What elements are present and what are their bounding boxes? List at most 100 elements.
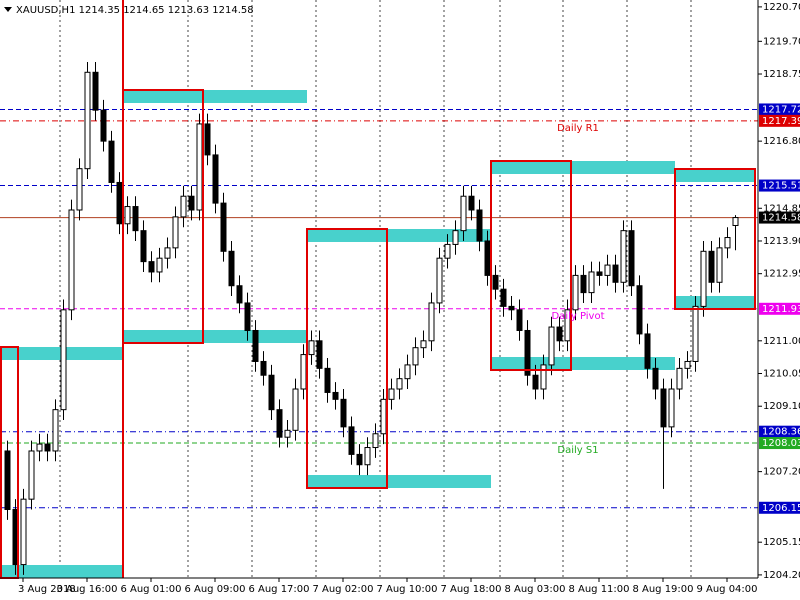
open-value: 1214.35 <box>79 5 120 16</box>
candle-body <box>220 202 227 252</box>
candle-body <box>604 264 611 276</box>
zone <box>0 565 122 578</box>
candle-body <box>172 216 179 249</box>
candle-body <box>676 367 683 390</box>
zone <box>123 330 307 343</box>
candle-body <box>436 257 443 304</box>
candle-body <box>476 209 483 242</box>
candle-body <box>20 498 27 566</box>
candle-body <box>284 429 291 438</box>
candle-body <box>188 195 195 211</box>
candle-body <box>644 333 651 369</box>
candle-body <box>276 409 283 438</box>
candle-body <box>180 195 187 218</box>
candle-body <box>508 305 515 311</box>
menu-arrow[interactable] <box>4 7 12 12</box>
level-label: 1214.58 <box>762 213 800 224</box>
box <box>490 160 572 371</box>
candle-body <box>700 250 707 307</box>
y-tick-label: 1204.20 <box>763 570 800 581</box>
x-tick-label: 6 Aug 17:00 <box>248 584 309 595</box>
candle-body <box>516 309 523 331</box>
y-tick-label: 1213.90 <box>763 236 800 247</box>
candle-body <box>204 123 211 156</box>
candle-body <box>588 271 595 294</box>
candle-body <box>540 364 547 390</box>
level-label: 1208.36 <box>762 427 800 438</box>
candle-body <box>380 398 387 435</box>
level-label: 1208.03 <box>762 438 800 449</box>
y-tick-label: 1214.85 <box>763 203 800 214</box>
box <box>674 168 756 310</box>
candle-body <box>108 140 115 183</box>
candle-body <box>324 367 331 393</box>
candle-body <box>236 285 243 304</box>
candle-body <box>556 326 563 342</box>
level-label: 1217.39 <box>762 116 800 127</box>
x-tick-label: 3 Aug 2018 <box>18 584 76 595</box>
boxes <box>0 0 756 579</box>
candle-body <box>636 285 643 335</box>
candle-body <box>348 426 355 455</box>
annotation: Daily R1 <box>557 123 599 134</box>
x-tick-label: 8 Aug 03:00 <box>504 584 565 595</box>
close-value: 1214.58 <box>212 5 253 16</box>
x-tick-label: 7 Aug 10:00 <box>376 584 437 595</box>
candle-body <box>596 271 603 276</box>
candle-body <box>372 433 379 449</box>
x-tick-label: 9 Aug 04:00 <box>696 584 757 595</box>
level-label-bg <box>759 211 800 224</box>
candle-body <box>292 388 299 431</box>
zone <box>307 229 491 242</box>
y-tick-label: 1219.70 <box>763 36 800 47</box>
high-value: 1214.65 <box>123 5 164 16</box>
candle-body <box>156 257 163 273</box>
levels <box>0 108 758 509</box>
candle-body <box>300 354 307 390</box>
candle-body <box>228 250 235 287</box>
candle-body <box>652 367 659 390</box>
level-label-bg <box>759 437 800 450</box>
y-tick-label: 1212.95 <box>763 269 800 280</box>
zone <box>123 90 307 103</box>
y-tick-label: 1216.80 <box>763 136 800 147</box>
candle-body <box>628 230 635 287</box>
candle-body <box>716 247 723 283</box>
candle-body <box>92 71 99 111</box>
candle-body <box>260 360 267 376</box>
candle-body <box>148 261 155 273</box>
candle-body <box>708 250 715 283</box>
candle-body <box>732 217 739 226</box>
candle-body <box>132 206 139 232</box>
x-tick-label: 8 Aug 11:00 <box>568 584 629 595</box>
candle-body <box>100 109 107 142</box>
candle-body <box>140 230 147 263</box>
candle-body <box>364 447 371 466</box>
x-tick-label: 7 Aug 02:00 <box>312 584 373 595</box>
level-label-bg <box>759 425 800 438</box>
candle-body <box>52 409 59 452</box>
candle-body <box>28 450 35 500</box>
candle-body <box>684 360 691 369</box>
level-label: 1215.51 <box>762 181 800 192</box>
candle-body <box>412 347 419 366</box>
candle-body <box>468 195 475 211</box>
level-label: 1211.93 <box>762 304 800 315</box>
candle-body <box>460 195 467 232</box>
candle-body <box>332 391 339 400</box>
x-tick-label: 6 Aug 01:00 <box>120 584 181 595</box>
candle-body <box>124 206 131 225</box>
candle-body <box>84 71 91 170</box>
y-tick-label: 1207.20 <box>763 467 800 478</box>
candle-body <box>620 230 627 283</box>
candle-body <box>420 340 427 349</box>
candle-body <box>36 443 43 452</box>
candle-body <box>500 288 507 307</box>
candle-body <box>428 302 435 342</box>
zone <box>675 169 755 182</box>
zone <box>307 475 491 488</box>
y-tick-label: 1220.70 <box>763 2 800 13</box>
candle-body <box>572 274 579 311</box>
low-value: 1213.63 <box>168 5 209 16</box>
